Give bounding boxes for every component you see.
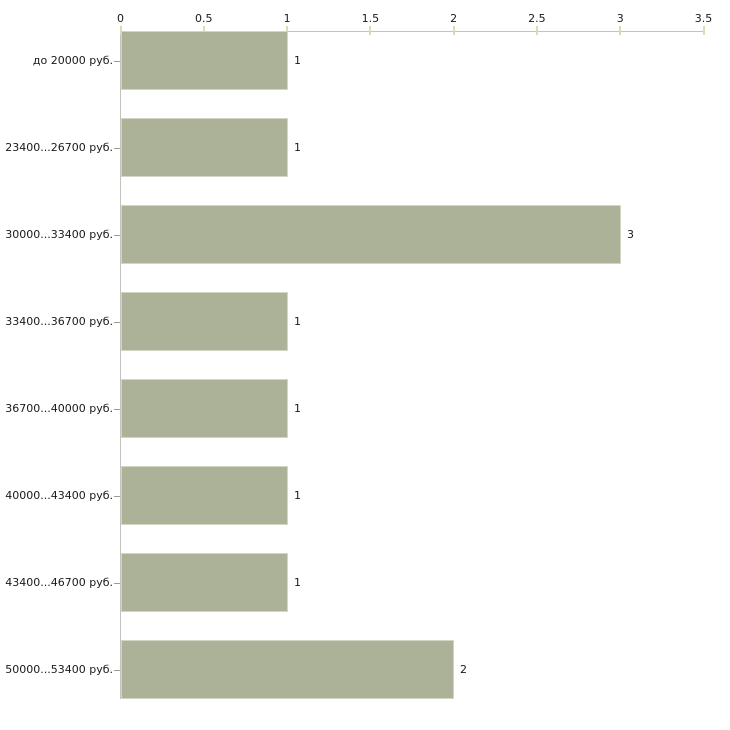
y-tick-mark: [114, 322, 120, 323]
y-axis-line: [120, 31, 121, 699]
bar: [121, 466, 288, 525]
x-tick-mark: [119, 26, 122, 35]
x-tick-label: 2.5: [528, 12, 546, 25]
bar: [121, 292, 288, 351]
value-label: 2: [460, 662, 467, 676]
value-label: 3: [627, 227, 634, 241]
x-tick-label: 0.5: [195, 12, 213, 25]
category-label: 50000...53400 руб.: [5, 662, 113, 676]
y-tick-mark: [114, 409, 120, 410]
category-label: 36700...40000 руб.: [5, 401, 113, 415]
value-label: 1: [294, 314, 301, 328]
x-tick-mark: [452, 26, 455, 35]
x-tick-mark: [702, 26, 705, 35]
value-label: 1: [294, 401, 301, 415]
y-tick-mark: [114, 670, 120, 671]
x-tick-mark: [202, 26, 205, 35]
x-tick-label: 0: [117, 12, 124, 25]
x-axis-line: [120, 31, 704, 32]
category-label: 30000...33400 руб.: [5, 227, 113, 241]
x-tick-label: 3: [616, 12, 624, 25]
category-label: 33400...36700 руб.: [5, 314, 113, 328]
bar: [121, 118, 288, 177]
value-label: 1: [294, 488, 301, 502]
value-label: 1: [294, 53, 301, 67]
x-tick-mark: [535, 26, 538, 35]
x-tick-label: 3.5: [694, 12, 713, 25]
x-tick-mark: [369, 26, 372, 35]
value-label: 1: [294, 140, 301, 154]
x-tick-label: 1: [283, 12, 291, 25]
category-label: 40000...43400 руб.: [5, 488, 113, 502]
bar: [121, 31, 288, 90]
y-tick-mark: [114, 61, 120, 62]
bar: [121, 205, 621, 264]
value-label: 1: [294, 575, 301, 589]
x-tick-mark: [286, 26, 289, 35]
category-label: 43400...46700 руб.: [5, 575, 113, 589]
category-label: 23400...26700 руб.: [5, 140, 113, 154]
y-tick-mark: [114, 583, 120, 584]
bar: [121, 379, 288, 438]
bar: [121, 640, 454, 699]
y-tick-mark: [114, 496, 120, 497]
x-tick-label: 2: [450, 12, 458, 25]
x-tick-label: 1.5: [361, 12, 380, 25]
y-tick-mark: [114, 235, 120, 236]
y-tick-mark: [114, 148, 120, 149]
bar: [121, 553, 288, 612]
x-tick-mark: [619, 26, 622, 35]
category-label: до 20000 руб.: [32, 53, 113, 67]
